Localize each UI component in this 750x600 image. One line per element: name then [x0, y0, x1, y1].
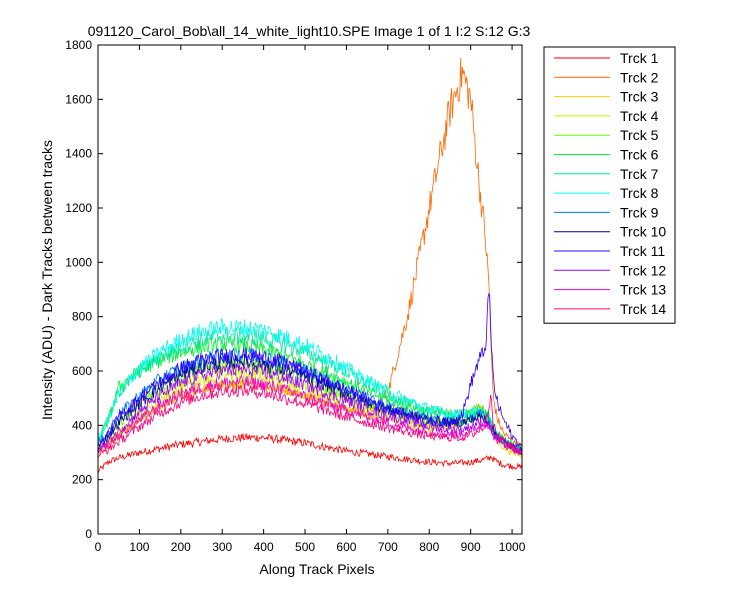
plot-frame — [97, 44, 523, 535]
y-tick-label: 1800 — [65, 38, 92, 52]
legend-label: Trck 11 — [620, 243, 665, 259]
series-line-trck-13 — [97, 373, 523, 456]
x-tick-label: 300 — [212, 540, 232, 554]
x-tick-label: 700 — [378, 540, 398, 554]
plot-background — [98, 45, 522, 534]
legend: Trck 1 Trck 2 Trck 3 Trck 4 Trck 5 Trck 6 Trck… — [543, 46, 676, 324]
y-tick-label: 800 — [72, 310, 92, 324]
series-line-trck-11 — [97, 293, 523, 450]
legend-label: Trck 1 — [620, 50, 659, 66]
series-line-trck-1 — [97, 433, 523, 473]
x-tick-label: 200 — [171, 540, 191, 554]
legend-label: Trck 8 — [620, 185, 659, 201]
x-tick-label: 100 — [129, 540, 149, 554]
legend-label: Trck 6 — [620, 147, 659, 163]
plot-area — [97, 44, 523, 535]
y-tick-label: 0 — [85, 527, 92, 541]
x-tick-label: 900 — [461, 540, 481, 554]
legend-label: Trck 2 — [620, 69, 659, 85]
chart-title: 091120_Carol_Bob\all_14_white_light10.SP… — [88, 23, 531, 39]
series-line-trck-12 — [97, 362, 523, 455]
legend-label: Trck 3 — [620, 89, 659, 105]
legend-label: Trck 14 — [620, 301, 666, 317]
legend-label: Trck 5 — [620, 127, 659, 143]
series-lines — [97, 57, 523, 473]
legend-label: Trck 9 — [620, 204, 659, 220]
x-tick-label: 400 — [254, 540, 274, 554]
legend-label: Trck 4 — [620, 108, 659, 124]
x-tick-label: 1000 — [499, 540, 526, 554]
x-axis-label: Along Track Pixels — [259, 561, 374, 577]
series-line-trck-8 — [97, 317, 523, 455]
y-axis-label: Intensity (ADU) - Dark Tracks between tr… — [39, 140, 55, 420]
y-tick-label: 1000 — [65, 255, 92, 269]
y-tick-label: 400 — [72, 418, 92, 432]
x-tick-label: 600 — [336, 540, 356, 554]
legend-box — [543, 46, 676, 324]
y-axis: 0 200 400 600 800 1000 1200 1400 1600 1800 — [65, 38, 522, 541]
y-tick-label: 1400 — [65, 147, 92, 161]
legend-label: Trck 10 — [620, 224, 666, 240]
legend-label: Trck 12 — [620, 262, 666, 278]
x-tick-label: 0 — [95, 540, 102, 554]
x-axis: 0 100 200 300 400 500 600 700 800 900 1000 — [95, 45, 526, 554]
series-line-trck-14 — [97, 383, 523, 458]
y-tick-label: 1600 — [65, 92, 92, 106]
legend-label: Trck 13 — [620, 282, 666, 298]
x-tick-label: 800 — [419, 540, 439, 554]
x-tick-label: 500 — [295, 540, 315, 554]
y-tick-label: 1200 — [65, 201, 92, 215]
y-tick-label: 200 — [72, 473, 92, 487]
y-tick-label: 600 — [72, 364, 92, 378]
legend-label: Trck 7 — [620, 166, 659, 182]
